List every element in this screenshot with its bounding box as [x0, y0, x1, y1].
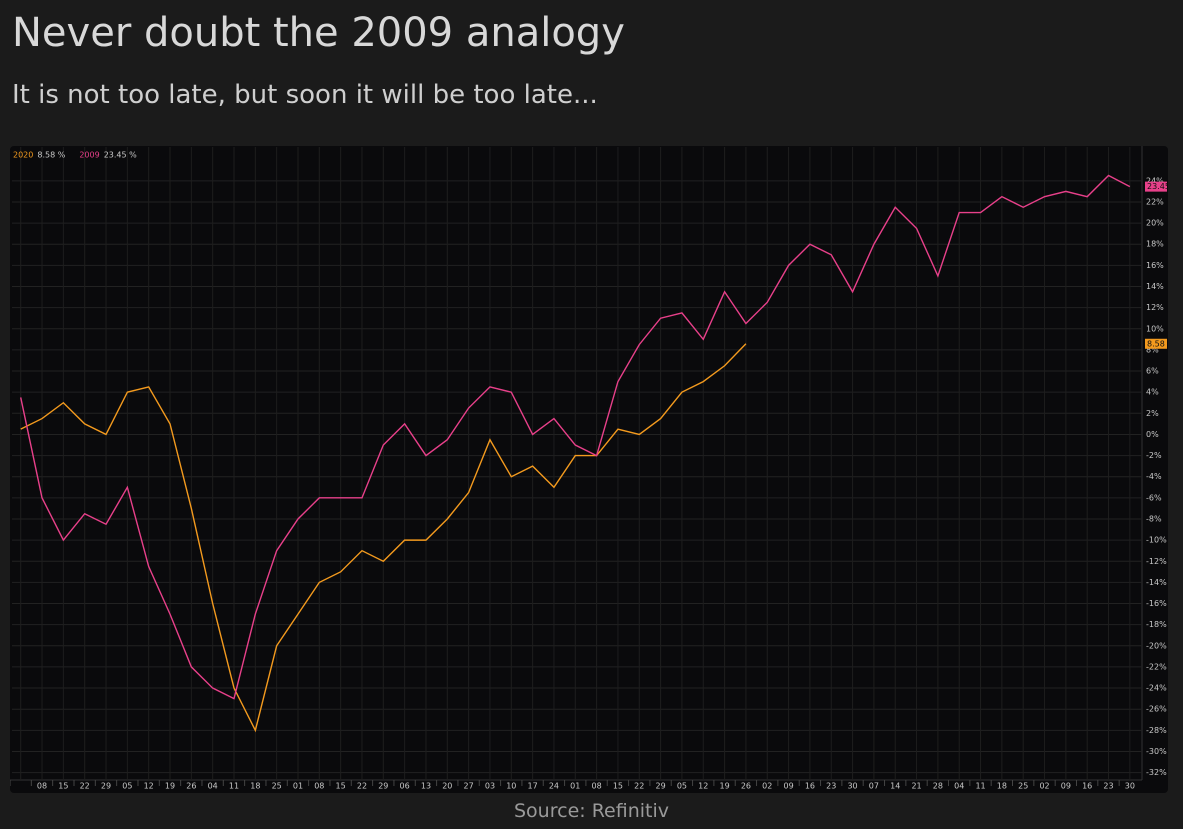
y-tick-label: -16% — [1146, 599, 1167, 608]
x-tick-label: 29 — [101, 782, 111, 791]
y-tick-label: -20% — [1146, 641, 1167, 650]
y-tick-label: 18% — [1146, 240, 1164, 249]
value-badge-label: 8.58 — [1147, 339, 1165, 348]
source: Source: Refinitiv — [514, 800, 669, 822]
y-tick-label: -12% — [1146, 557, 1167, 566]
x-tick-label: 09 — [1061, 782, 1071, 791]
x-tick-label: 27 — [464, 782, 474, 791]
legend-name: 2009 — [79, 151, 99, 160]
value-badge — [1145, 338, 1167, 349]
panel — [10, 146, 1168, 793]
x-tick-label: 22 — [80, 782, 90, 791]
y-tick-label: 8% — [1146, 345, 1159, 354]
x-tick-label: 02 — [762, 782, 772, 791]
x-tick-label: 13 — [421, 782, 431, 791]
y-tick-label: -18% — [1146, 620, 1167, 629]
y-tick-label: -30% — [1146, 747, 1167, 756]
x-tick-label: 08 — [37, 782, 47, 791]
x-tick-label: 25 — [272, 782, 282, 791]
x-tick-label: 22 — [634, 782, 644, 791]
x-tick-label: 07 — [869, 782, 879, 791]
x-tick-label: 05 — [122, 782, 132, 791]
y-tick-label: 22% — [1146, 197, 1164, 206]
x-tick-label: 16 — [805, 782, 815, 791]
x-tick-label: 11 — [975, 782, 985, 791]
y-tick-label: 10% — [1146, 324, 1164, 333]
x-tick-label: 18 — [250, 782, 260, 791]
x-tick-label: 21 — [911, 782, 921, 791]
x-tick-label: 04 — [954, 782, 964, 791]
y-tick-label: -4% — [1146, 472, 1162, 481]
x-tick-label: 26 — [186, 782, 196, 791]
x-tick-label: 09 — [783, 782, 793, 791]
x-tick-label: 23 — [826, 782, 836, 791]
y-tick-label: 12% — [1146, 303, 1164, 312]
x-tick-label: 11 — [229, 782, 239, 791]
y-tick-label: -2% — [1146, 451, 1162, 460]
x-tick-label: 26 — [741, 782, 751, 791]
y-tick-label: -24% — [1146, 684, 1167, 693]
value-badge — [1145, 181, 1167, 192]
legend-value: 8.58 % — [37, 151, 65, 160]
y-tick-label: 24% — [1146, 176, 1164, 185]
y-tick-label: 2% — [1146, 409, 1159, 418]
x-tick-label: 05 — [677, 782, 687, 791]
y-tick-label: 0% — [1146, 430, 1159, 439]
y-tick-label: 20% — [1146, 219, 1164, 228]
x-tick-label: 02 — [1039, 782, 1049, 791]
y-tick-label: 4% — [1146, 388, 1159, 397]
x-tick-label: 12 — [698, 782, 708, 791]
x-tick-label: 24 — [549, 782, 559, 791]
legend-value: 23.45 % — [104, 151, 137, 160]
x-tick-label: 08 — [314, 782, 324, 791]
legend-name: 2020 — [13, 151, 33, 160]
x-tick-label: 01 — [570, 782, 580, 791]
title: Never doubt the 2009 analogy — [12, 10, 625, 56]
x-tick-label: 19 — [719, 782, 729, 791]
x-tick-label: 15 — [613, 782, 623, 791]
series-line — [20, 174, 1131, 700]
y-tick-label: -6% — [1146, 493, 1162, 502]
x-tick-label: 30 — [847, 782, 857, 791]
x-tick-label: 25 — [1018, 782, 1028, 791]
x-tick-label: 14 — [890, 782, 900, 791]
x-tick-label: 17 — [528, 782, 538, 791]
x-tick-label: 19 — [165, 782, 175, 791]
x-tick-label: 16 — [1082, 782, 1092, 791]
x-tick-label: 12 — [144, 782, 154, 791]
y-tick-label: -28% — [1146, 726, 1167, 735]
y-tick-label: -14% — [1146, 578, 1167, 587]
x-tick-label: 29 — [378, 782, 388, 791]
y-tick-label: 16% — [1146, 261, 1164, 270]
x-tick-label: 20 — [442, 782, 452, 791]
value-badge-label: 23.45 — [1147, 182, 1168, 191]
series-line — [20, 343, 747, 733]
x-tick-label: 22 — [357, 782, 367, 791]
x-tick-label: 15 — [336, 782, 346, 791]
y-tick-label: -26% — [1146, 705, 1167, 714]
y-tick-label: 6% — [1146, 367, 1159, 376]
x-tick-label: 29 — [656, 782, 666, 791]
y-tick-label: -8% — [1146, 514, 1162, 523]
x-tick-label: 18 — [997, 782, 1007, 791]
x-tick-label: 03 — [485, 782, 495, 791]
chart: -32% -30% -28% -26% -24% -22% -20% -18% -16% -14%… — [10, 146, 1168, 793]
x-tick-label: 04 — [208, 782, 218, 791]
x-tick-label: 15 — [58, 782, 68, 791]
y-tick-label: 14% — [1146, 282, 1164, 291]
x-tick-label: 30 — [1125, 782, 1135, 791]
y-tick-label: -32% — [1146, 768, 1167, 777]
x-tick-label: 01 — [293, 782, 303, 791]
y-tick-label: -22% — [1146, 662, 1167, 671]
x-tick-label: 23 — [1103, 782, 1113, 791]
x-tick-label: 06 — [400, 782, 410, 791]
x-tick-label: 28 — [933, 782, 943, 791]
subtitle: It is not too late, but soon it will be … — [12, 80, 598, 110]
x-tick-label: 10 — [506, 782, 516, 791]
y-tick-label: -10% — [1146, 536, 1167, 545]
x-tick-label: 08 — [592, 782, 602, 791]
